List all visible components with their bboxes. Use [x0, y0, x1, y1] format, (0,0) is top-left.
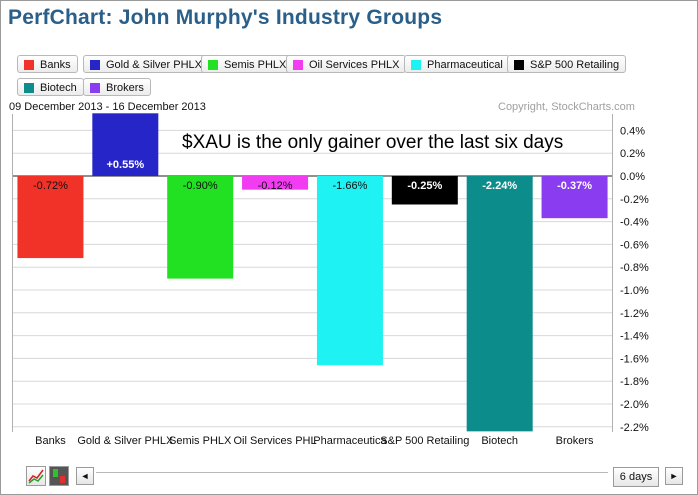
y-tick-label: 0.2%	[620, 148, 645, 160]
y-tick-label: -0.4%	[620, 217, 649, 229]
legend-swatch	[24, 83, 34, 93]
y-tick-label: -1.2%	[620, 308, 649, 320]
legend-swatch	[24, 60, 34, 70]
bar-value-label: -1.66%	[333, 180, 368, 192]
y-tick-label: -0.8%	[620, 262, 649, 274]
legend-swatch	[411, 60, 421, 70]
plot-area	[12, 114, 613, 432]
bar-value-label: -2.24%	[482, 180, 517, 192]
x-tick-label: Banks	[35, 435, 66, 447]
y-tick-label: -0.6%	[620, 239, 649, 251]
y-axis-ticks: 0.4% 0.2% 0.0% -0.2% -0.4% -0.6% -0.8% -1.0% -1.…	[620, 125, 649, 433]
bar	[316, 176, 383, 366]
bar-value-label: -0.37%	[557, 180, 592, 192]
legend-label: Oil Services PHLX	[309, 59, 400, 71]
legend-swatch	[208, 60, 218, 70]
bars	[17, 113, 608, 432]
y-tick-label: -1.4%	[620, 331, 649, 343]
bar	[242, 176, 309, 190]
legend-item-gold-silver[interactable]: Gold & Silver PHLX	[83, 55, 209, 73]
bar-value-label: -0.90%	[183, 180, 218, 192]
legend-item-sp500-retailing[interactable]: S&P 500 Retailing	[507, 55, 627, 73]
x-tick-label: Oil Services PHL	[233, 435, 316, 447]
y-tick-label: -1.8%	[620, 376, 649, 388]
bar-chart-icon	[53, 469, 65, 483]
bar-value-label: -0.12%	[258, 180, 293, 192]
legend-label: Brokers	[106, 82, 144, 94]
scroll-track[interactable]	[96, 472, 608, 473]
x-tick-label: Gold & Silver PHLX	[77, 435, 174, 447]
x-tick-label: Pharmaceutica	[313, 435, 387, 447]
date-range: 09 December 2013 - 16 December 2013	[9, 101, 206, 113]
legend-item-banks[interactable]: Banks	[17, 55, 78, 73]
bar	[167, 176, 234, 279]
legend-label: Biotech	[40, 82, 77, 94]
bar	[17, 176, 84, 259]
x-tick-label: Biotech	[481, 435, 518, 447]
x-tick-label: S&P 500 Retailing	[380, 435, 469, 447]
y-tick-label: 0.4%	[620, 125, 645, 137]
legend-label: S&P 500 Retailing	[530, 59, 620, 71]
legend-swatch	[514, 60, 524, 70]
line-chart-view-button[interactable]	[26, 466, 46, 486]
scroll-left-button[interactable]: ◄	[76, 467, 94, 485]
bar-chart-view-button[interactable]	[49, 466, 69, 486]
scroll-right-button[interactable]: ►	[665, 467, 683, 485]
legend-swatch	[293, 60, 303, 70]
copyright: Copyright, StockCharts.com	[498, 101, 635, 113]
legend: Banks Gold & Silver PHLX Semis PHLX Oil …	[14, 51, 685, 97]
perf-chart: -0.72% +0.55% -0.90% -0.12% -1.66% -0.25% -2.2…	[13, 113, 649, 447]
page-title: PerfChart: John Murphy's Industry Groups	[8, 6, 443, 29]
line-chart-icon	[28, 469, 44, 484]
y-tick-label: -1.6%	[620, 353, 649, 365]
legend-item-pharmaceutical[interactable]: Pharmaceutical	[404, 55, 510, 73]
bottom-controls: ◄ 6 days ►	[0, 460, 698, 495]
y-tick-label: 0.0%	[620, 171, 645, 183]
x-tick-label: Semis PHLX	[169, 435, 232, 447]
legend-label: Gold & Silver PHLX	[106, 59, 202, 71]
x-tick-label: Brokers	[556, 435, 594, 447]
bar-value-label: +0.55%	[107, 159, 145, 171]
legend-label: Banks	[40, 59, 71, 71]
y-tick-label: -0.2%	[620, 194, 649, 206]
bar-value-label: -0.25%	[407, 180, 442, 192]
bar	[92, 113, 159, 176]
value-labels: -0.72% +0.55% -0.90% -0.12% -1.66% -0.25% -2.2…	[33, 159, 592, 192]
chart-annotation: $XAU is the only gainer over the last si…	[182, 132, 563, 153]
legend-item-brokers[interactable]: Brokers	[83, 78, 151, 96]
y-tick-label: -2.2%	[620, 422, 649, 434]
legend-item-biotech[interactable]: Biotech	[17, 78, 84, 96]
bar	[391, 176, 458, 205]
legend-label: Pharmaceutical	[427, 59, 503, 71]
y-tick-label: -2.0%	[620, 399, 649, 411]
y-tick-label: -1.0%	[620, 285, 649, 297]
bar	[466, 176, 533, 432]
legend-item-oil-services[interactable]: Oil Services PHLX	[286, 55, 407, 73]
legend-swatch	[90, 83, 100, 93]
bar	[541, 176, 608, 219]
legend-swatch	[90, 60, 100, 70]
bar-value-label: -0.72%	[33, 180, 68, 192]
legend-label: Semis PHLX	[224, 59, 287, 71]
period-select[interactable]: 6 days	[613, 467, 659, 487]
